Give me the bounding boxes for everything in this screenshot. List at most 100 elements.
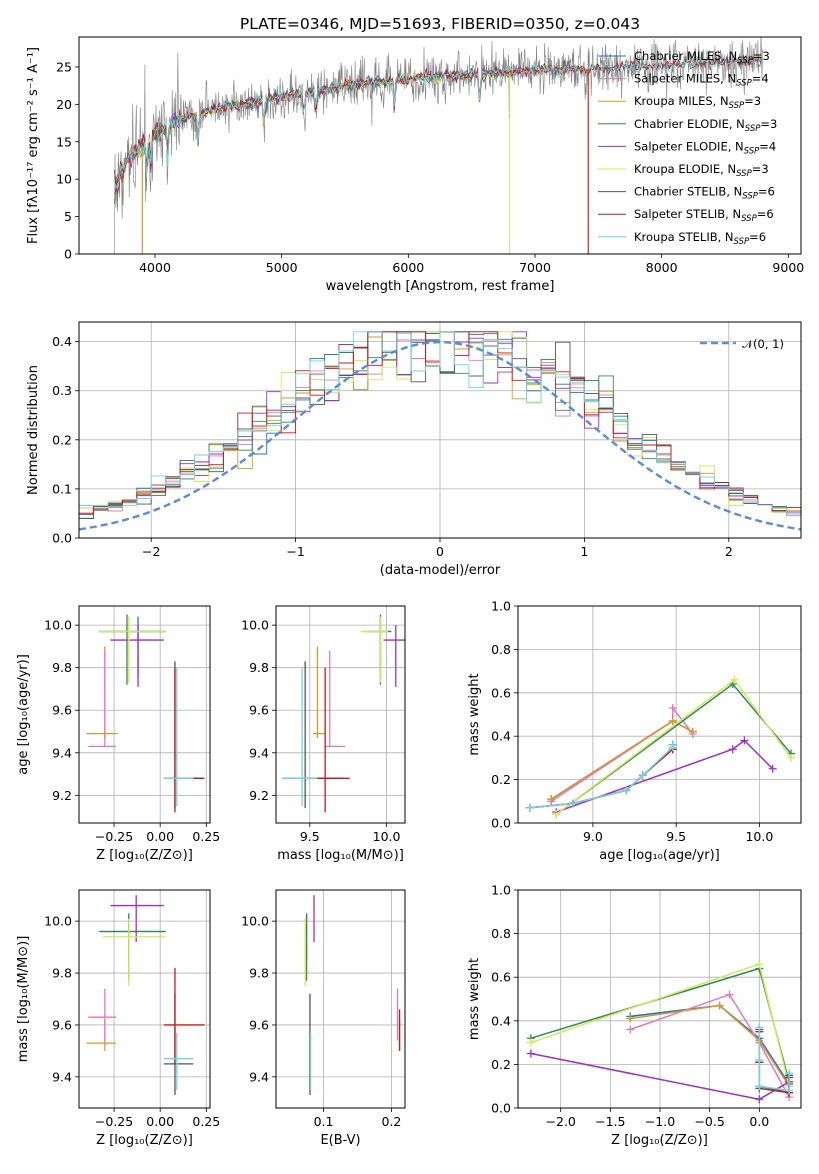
weight-vs-age-panel: 9.0 9.5 10.0 0.0 0.2 0.4 0.6 0.8 1.0 age [log₁₀(a… [467, 599, 802, 863]
weight-series [758, 1027, 790, 1092]
plot-area [282, 614, 405, 813]
y-tick-label: 0.4 [52, 334, 72, 349]
weight-marker [755, 960, 764, 969]
x-tick-label: 0.25 [192, 829, 220, 844]
y-axis-label: mass [log₁₀(M/M⊙)] [16, 936, 31, 1063]
y-tick-label: 0.0 [491, 816, 511, 831]
axes-frame [275, 605, 406, 824]
x-axis-label: mass [log₁₀(M/M⊙)] [277, 848, 404, 863]
age-vs-metallicity-panel: −0.25 0.00 0.25 9.2 9.4 9.6 9.8 10.0 Z [log₁₀(Z/… [16, 605, 220, 863]
x-tick-label: 9.5 [666, 829, 686, 844]
weight-marker [668, 703, 677, 712]
x-axis-label: (data-model)/error [380, 563, 501, 578]
weight-series [630, 1004, 790, 1085]
x-tick-label: −1.5 [595, 1114, 625, 1129]
figure-title: PLATE=0346, MJD=51693, FIBERID=0350, z=0… [240, 15, 640, 33]
weight-marker [547, 795, 556, 804]
y-tick-label: 9.8 [249, 966, 269, 981]
x-tick-label: −1 [286, 544, 304, 559]
y-tick-label: 0.8 [491, 642, 511, 657]
y-tick-label: 5 [64, 209, 72, 224]
x-tick-label: 9.0 [583, 829, 603, 844]
axes-frame [78, 36, 802, 255]
weight-marker [525, 803, 534, 812]
weight-marker [755, 1095, 764, 1104]
x-tick-label: 0.00 [146, 829, 174, 844]
legend-entry: Kroupa MILES, NSSP=3 [634, 94, 761, 111]
age-vs-mass-panel: 9.5 10.0 9.2 9.4 9.6 9.8 10.0 mass [log₁₀(M/M⊙)… [241, 605, 406, 863]
y-axis-label: age [log₁₀(age/yr)] [16, 654, 31, 775]
plot-area [86, 614, 205, 813]
y-tick-label: 0.2 [491, 1057, 511, 1072]
y-tick-label: 10.0 [241, 914, 269, 929]
x-tick-label: 0 [436, 544, 444, 559]
y-tick-label: 0.6 [491, 970, 511, 985]
y-tick-label: 0.0 [52, 531, 72, 546]
x-tick-label: 7000 [519, 260, 551, 275]
legend-entry: Chabrier STELIB, NSSP=6 [634, 185, 775, 202]
x-tick-label: 6000 [392, 260, 424, 275]
weight-marker [725, 990, 734, 999]
y-tick-label: 20 [56, 97, 72, 112]
weight-marker [526, 1038, 535, 1047]
residuals-panel: 𝒩(0, 1) −2 −1 0 1 2 0.0 0.1 0.2 0.3 0.4 (data-model… [26, 321, 802, 578]
weight-marker [755, 1056, 764, 1065]
x-tick-label: 0.00 [146, 1114, 174, 1129]
weight-marker [626, 1014, 635, 1023]
y-axis-label: mass weight [467, 673, 482, 755]
x-tick-label: 8000 [646, 260, 678, 275]
weight-series [630, 1004, 790, 1087]
y-axis-label: mass weight [467, 958, 482, 1040]
y-tick-label: 9.2 [52, 788, 72, 803]
x-axis-label: Z [log₁₀(Z/Z⊙)] [611, 1133, 708, 1148]
weight-series [556, 739, 774, 813]
weight-marker [638, 771, 647, 780]
x-tick-label: 10.0 [745, 829, 773, 844]
y-tick-label: 9.6 [249, 1017, 269, 1032]
weight-marker [668, 740, 677, 749]
x-tick-label: 4000 [139, 260, 171, 275]
y-tick-label: 9.6 [52, 703, 72, 718]
weight-marker [740, 736, 749, 745]
axes-frame [78, 889, 211, 1109]
x-tick-label: −2 [142, 544, 160, 559]
model-spectrum [114, 54, 763, 190]
y-tick-label: 0.3 [52, 383, 72, 398]
y-tick-label: 9.4 [52, 1069, 72, 1084]
weight-marker [768, 764, 777, 773]
weight-marker [622, 786, 631, 795]
weight-marker [787, 753, 796, 762]
x-axis-label: age [log₁₀(age/yr)] [599, 848, 720, 863]
y-tick-label: 1.0 [491, 883, 511, 898]
legend-entry: Kroupa ELODIE, NSSP=3 [634, 162, 769, 179]
plot-area [114, 37, 764, 254]
x-tick-label: 0.25 [192, 1114, 220, 1129]
x-axis-label: Z [log₁₀(Z/Z⊙)] [96, 1133, 193, 1148]
y-tick-label: 25 [56, 59, 72, 74]
y-tick-label: 9.6 [52, 1017, 72, 1032]
spectrum-panel: Chabrier MILES, NSSP=3 Salpeter MILES, NS… [26, 36, 804, 294]
weight-marker [755, 1082, 764, 1091]
weight-marker [568, 799, 577, 808]
weight-marker [626, 1025, 635, 1034]
y-tick-label: 9.6 [249, 703, 269, 718]
plot-area [304, 895, 401, 1096]
weight-marker [526, 1049, 535, 1058]
weight-vs-metallicity-panel: −2.0 −1.5 −1.0 −0.5 0.0 0.0 0.2 0.4 0.6 0.8 1.0 Z [… [467, 883, 802, 1148]
y-tick-label: 9.8 [52, 966, 72, 981]
y-tick-label: 0.1 [52, 481, 72, 496]
mass-vs-ebv-panel: 0.1 0.2 9.4 9.6 9.8 10.0 E(B-V) [241, 889, 406, 1148]
y-axis-label: Normed distribution [26, 365, 41, 495]
weight-marker [785, 1069, 794, 1078]
x-tick-label: 1 [580, 544, 588, 559]
axes-frame [275, 889, 406, 1109]
x-tick-label: −2.0 [546, 1114, 576, 1129]
legend: 𝒩(0, 1) [700, 337, 784, 351]
normal-curve [79, 341, 801, 531]
residual-histogram [79, 331, 801, 515]
legend: Chabrier MILES, NSSP=3 Salpeter MILES, NS… [598, 49, 777, 247]
y-tick-label: 0.0 [491, 1101, 511, 1116]
plot-area [86, 895, 205, 1096]
y-tick-label: 0.4 [491, 1013, 511, 1028]
